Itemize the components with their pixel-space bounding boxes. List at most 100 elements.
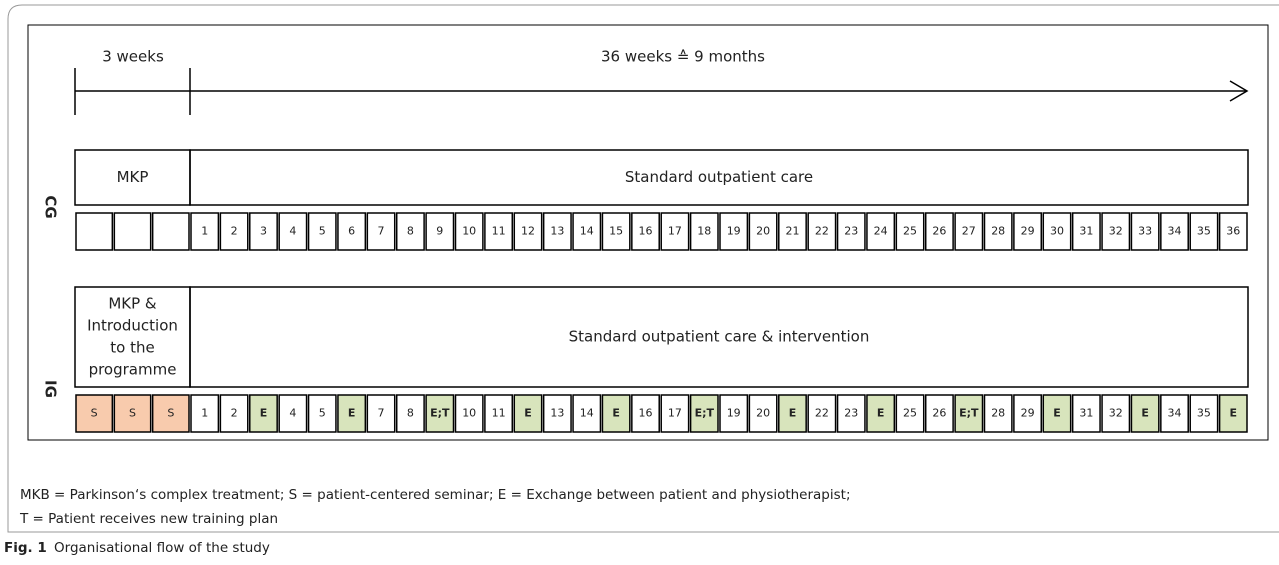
week-cell — [278, 212, 308, 251]
week-cell — [366, 212, 396, 251]
week-cell — [924, 212, 954, 251]
pre-cell-text: S — [129, 407, 136, 420]
phase1-text: to the — [110, 339, 154, 357]
week-cell — [425, 212, 455, 251]
week-cell-text: 4 — [289, 407, 296, 420]
week-cell-text: 33 — [1138, 225, 1152, 238]
week-cell — [778, 394, 807, 433]
week-cell-text: 26 — [932, 407, 946, 420]
week-cell — [1130, 394, 1160, 433]
week-cell-text: 17 — [668, 407, 682, 420]
week-cell — [1160, 212, 1189, 251]
week-cell-text: 35 — [1197, 407, 1211, 420]
pre-cell — [113, 212, 152, 251]
week-cell — [190, 212, 220, 251]
week-cell-text: 34 — [1168, 225, 1182, 238]
week-cell-text: 14 — [580, 225, 594, 238]
week-cell — [395, 394, 425, 433]
week-cell — [249, 394, 278, 433]
week-cell — [219, 212, 249, 251]
week-cell — [1071, 212, 1101, 251]
week-cell — [866, 212, 896, 251]
week-cell-text: E;T — [959, 407, 979, 420]
week-cell-text: 30 — [1050, 225, 1064, 238]
week-cell — [836, 394, 866, 433]
week-cell — [1013, 394, 1043, 433]
week-cell — [807, 394, 837, 433]
week-cell-text: 27 — [962, 225, 976, 238]
week-cell — [454, 394, 484, 433]
week-cell-text: 26 — [932, 225, 946, 238]
week-cell-text: E — [877, 407, 885, 420]
pre-cell — [151, 212, 190, 251]
week-cell-text: E;T — [430, 407, 450, 420]
week-cell — [983, 212, 1013, 251]
week-cell-text: 1 — [201, 407, 208, 420]
week-cell-text: 2 — [231, 225, 238, 238]
week-cell — [778, 212, 807, 251]
pre-cell — [113, 394, 152, 433]
phase1-text: MKP & — [108, 295, 157, 313]
week-cell-text: 25 — [903, 407, 917, 420]
week-cell — [513, 212, 543, 251]
week-cell — [484, 394, 514, 433]
week-cell-text: 29 — [1021, 225, 1035, 238]
week-cell — [924, 394, 954, 433]
week-cell — [631, 212, 660, 251]
week-cell-text: 18 — [697, 225, 711, 238]
pre-cell-text: S — [91, 407, 98, 420]
week-cell-text: 16 — [639, 225, 653, 238]
week-cell-text: 24 — [874, 225, 888, 238]
week-cell — [1130, 212, 1160, 251]
week-cell — [219, 394, 249, 433]
week-cell — [1042, 394, 1072, 433]
week-cell — [601, 212, 631, 251]
week-cell-text: E — [348, 407, 356, 420]
week-cell-text: 16 — [639, 407, 653, 420]
week-cell-text: 32 — [1109, 225, 1123, 238]
week-cell — [484, 212, 514, 251]
week-cell-text: 23 — [844, 225, 858, 238]
week-cell-text: E — [1053, 407, 1061, 420]
pre-cell — [75, 212, 114, 251]
week-cell-text: 28 — [991, 225, 1005, 238]
phase2-box — [189, 286, 1249, 388]
week-cell — [895, 212, 925, 251]
week-cell-text: 2 — [231, 407, 238, 420]
week-cell — [190, 394, 220, 433]
week-cell — [572, 212, 602, 251]
week-cell — [513, 394, 543, 433]
week-cell — [278, 394, 308, 433]
week-cell — [572, 394, 602, 433]
week-cell-text: 21 — [785, 225, 799, 238]
week-cell-text: 19 — [727, 407, 741, 420]
week-cell-text: 7 — [378, 225, 385, 238]
week-cell — [836, 212, 866, 251]
week-cell-text: E — [260, 407, 268, 420]
week-cell-text: 12 — [521, 225, 535, 238]
week-cell-text: 34 — [1168, 407, 1182, 420]
week-cell — [1101, 394, 1131, 433]
week-cell — [601, 394, 631, 433]
week-cell — [719, 394, 749, 433]
phase2-box — [189, 149, 1249, 206]
week-cell-text: 13 — [550, 225, 564, 238]
caption-text: Organisational flow of the study — [54, 540, 270, 556]
week-cell — [307, 212, 337, 251]
phase2-text: Standard outpatient care — [625, 168, 813, 186]
week-cell — [1189, 394, 1219, 433]
week-cell — [1218, 394, 1248, 433]
week-cell — [337, 394, 367, 433]
pre-cell — [75, 394, 114, 433]
diagram-box — [27, 24, 1269, 441]
week-cell — [689, 394, 719, 433]
week-cell — [954, 212, 984, 251]
phase1-label: 3 weeks — [102, 48, 164, 66]
week-cell — [689, 212, 719, 251]
week-cell-text: 11 — [492, 225, 506, 238]
pre-cell-text: S — [167, 407, 174, 420]
week-cell-text: 17 — [668, 225, 682, 238]
week-cell-text: 10 — [462, 407, 476, 420]
week-cell — [425, 394, 455, 433]
week-cell-text: 35 — [1197, 225, 1211, 238]
